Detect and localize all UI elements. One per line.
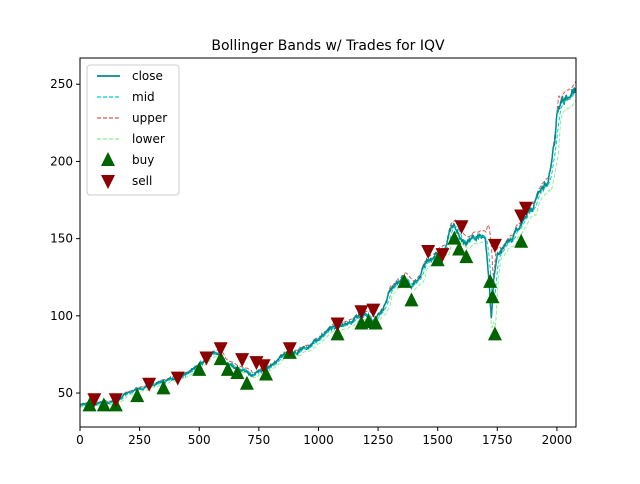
buy-marker — [447, 230, 462, 245]
sell-marker — [330, 317, 345, 332]
buy-marker — [368, 315, 383, 330]
x-tick-label: 1750 — [482, 433, 513, 447]
legend-label-lower: lower — [132, 132, 165, 146]
buy-marker — [239, 375, 254, 390]
sell-marker — [282, 342, 297, 357]
sell-marker — [487, 238, 502, 253]
x-tick-label: 2000 — [542, 433, 573, 447]
legend-item-sell: sell — [101, 174, 152, 189]
y-axis: 50 100 150 200 250 — [50, 77, 80, 400]
sell-marker — [108, 393, 123, 408]
buy-marker — [483, 273, 498, 288]
marker-layer — [82, 201, 533, 412]
series-close-line — [79, 87, 577, 408]
buy-marker — [485, 289, 500, 304]
x-tick-label: 500 — [188, 433, 211, 447]
buy-marker — [459, 249, 474, 264]
x-axis: 0 250 500 750 1000 1250 1500 1750 2000 — [76, 427, 572, 447]
y-tick-label: 200 — [50, 154, 73, 168]
x-tick-label: 250 — [128, 433, 151, 447]
buy-marker — [220, 361, 235, 376]
buy-marker — [213, 351, 228, 366]
y-tick-label: 150 — [50, 232, 73, 246]
sell-marker — [213, 342, 228, 357]
x-tick-label: 750 — [247, 433, 270, 447]
sell-marker — [87, 393, 102, 408]
buy-marker — [156, 380, 171, 395]
sell-marker — [421, 244, 436, 259]
x-tick-label: 1000 — [303, 433, 334, 447]
buy-marker — [230, 364, 245, 379]
legend-label-close: close — [132, 69, 163, 83]
legend-item-upper: upper — [97, 111, 167, 125]
sell-marker — [256, 359, 271, 374]
legend-swatch-sell — [101, 175, 115, 189]
sell-marker — [435, 248, 450, 263]
sell-marker — [454, 220, 469, 235]
buy-marker — [397, 273, 412, 288]
legend-items: close mid upper lower buy sell — [97, 69, 167, 189]
buy-marker — [82, 397, 97, 412]
sell-marker — [199, 351, 214, 366]
buy-marker — [404, 292, 419, 307]
sell-marker — [170, 371, 185, 386]
x-tick-label: 1250 — [363, 433, 394, 447]
buy-marker — [96, 397, 111, 412]
legend-item-lower: lower — [97, 132, 165, 146]
buy-marker — [130, 388, 145, 403]
buy-marker — [259, 366, 273, 381]
sell-marker — [366, 303, 381, 318]
legend-label-mid: mid — [132, 90, 155, 104]
legend-label-buy: buy — [132, 153, 154, 167]
legend-label-upper: upper — [132, 111, 167, 125]
buy-marker — [192, 361, 207, 376]
buy-marker — [487, 326, 502, 341]
legend-swatch-buy — [101, 152, 115, 166]
buy-marker — [452, 241, 467, 256]
y-tick-label: 50 — [58, 386, 73, 400]
legend-item-mid: mid — [97, 90, 155, 104]
legend: close mid upper lower buy sell — [86, 64, 180, 196]
plot-frame — [79, 57, 577, 428]
sell-marker — [235, 353, 250, 368]
legend-label-sell: sell — [132, 174, 152, 188]
buy-marker — [514, 233, 529, 248]
x-tick-label: 1500 — [422, 433, 453, 447]
buy-marker — [430, 252, 445, 267]
legend-item-close: close — [97, 69, 163, 83]
legend-item-buy: buy — [101, 152, 154, 167]
y-tick-label: 100 — [50, 309, 73, 323]
sell-marker — [354, 305, 369, 320]
chart-title: Bollinger Bands w/ Trades for IQV — [211, 38, 445, 54]
buy-marker — [330, 326, 345, 341]
sell-marker — [142, 377, 157, 392]
sell-marker — [518, 201, 533, 216]
x-tick-label: 0 — [76, 433, 84, 447]
y-tick-label: 250 — [50, 77, 73, 91]
